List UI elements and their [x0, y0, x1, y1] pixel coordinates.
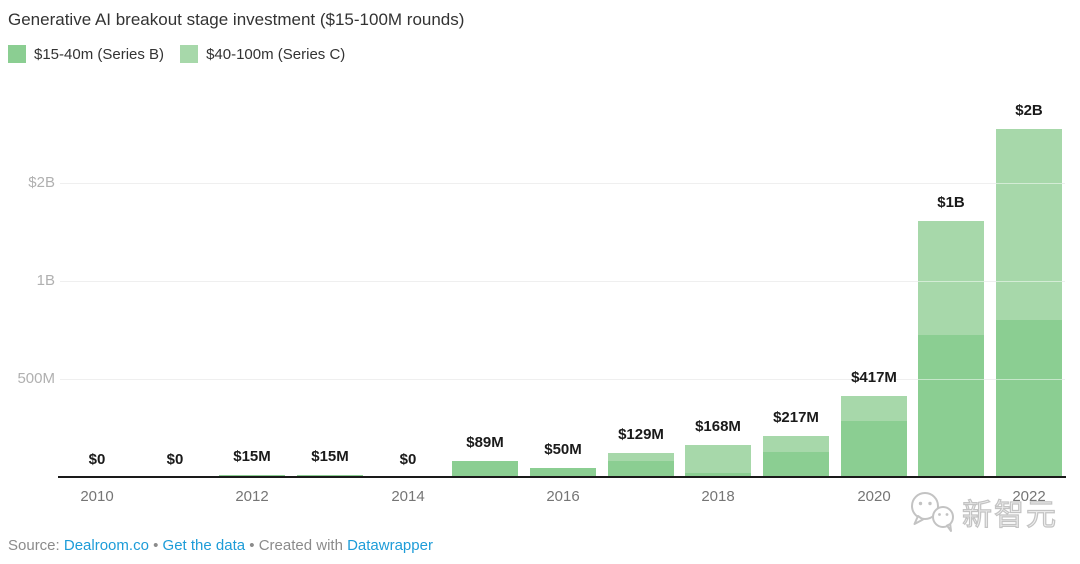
watermark-text: 新智元 — [961, 498, 1058, 532]
x-axis-label-2012: 2012 — [235, 488, 269, 505]
x-axis-label-2010: 2010 — [80, 488, 114, 505]
y-axis-label: 1B — [36, 272, 55, 289]
legend-label-series-c: $40-100m (Series C) — [206, 45, 346, 63]
bar-segment-series-c-2019[interactable] — [763, 436, 829, 452]
y-axis-label: 500M — [17, 370, 55, 387]
wechat-icon — [911, 492, 954, 532]
get-the-data-link[interactable]: Get the data — [162, 537, 246, 554]
legend-swatch-series-c-icon — [180, 45, 199, 63]
gridline-overlay — [60, 281, 1065, 282]
bar-value-label-2017: $129M — [618, 426, 664, 443]
x-axis-line — [58, 476, 1066, 478]
legend-label-series-b: $15-40m (Series B) — [34, 45, 165, 63]
y-axis-label: $2B — [28, 174, 55, 191]
x-axis-label-2018: 2018 — [701, 488, 735, 505]
watermark: 新智元 — [906, 490, 1058, 534]
bar-segment-series-b-2018[interactable] — [685, 473, 751, 478]
bar-segment-series-c-2021[interactable] — [918, 221, 984, 335]
chart-title: Generative AI breakout stage investment … — [8, 10, 465, 29]
bar-segment-series-b-2021[interactable] — [918, 335, 984, 478]
source-link[interactable]: Dealroom.co — [63, 537, 149, 554]
legend-item-series-b: $15-40m (Series B) — [8, 45, 164, 63]
bar-segment-series-b-2016[interactable] — [530, 468, 596, 478]
bar-value-label-2022: $2B — [1015, 102, 1043, 119]
bar-segment-series-c-2017[interactable] — [608, 453, 674, 461]
x-axis-label-2016: 2016 — [546, 488, 580, 505]
x-axis-label-2022: 2022 — [1012, 488, 1046, 505]
bar-value-label-2016: $50M — [544, 441, 582, 458]
x-axis-label-2014: 2014 — [391, 488, 425, 505]
bar-segment-series-c-2018[interactable] — [685, 445, 751, 473]
bar-value-label-2015: $89M — [466, 434, 504, 451]
legend-item-series-c: $40-100m (Series C) — [180, 45, 345, 63]
bar-value-label-2019: $217M — [773, 409, 819, 426]
gridline-overlay — [60, 379, 1065, 380]
legend-swatch-series-b-icon — [8, 45, 26, 63]
separator-dot: • — [153, 537, 159, 554]
gridline-overlay — [60, 183, 1065, 184]
bar-value-label-2021: $1B — [937, 194, 965, 211]
bar-value-label-2011: $0 — [166, 451, 184, 468]
bar-value-label-2018: $168M — [695, 418, 741, 435]
bar-value-label-2020: $417M — [851, 369, 897, 386]
bar-value-label-2012: $15M — [233, 448, 271, 465]
bar-segment-series-b-2020[interactable] — [841, 421, 907, 478]
bar-segment-series-b-2019[interactable] — [763, 452, 829, 478]
footer: Source: Dealroom.co • Get the data • Cre… — [8, 537, 433, 554]
bar-segment-series-c-2020[interactable] — [841, 396, 907, 421]
bar-segment-series-c-2022[interactable] — [996, 129, 1062, 320]
datawrapper-link[interactable]: Datawrapper — [347, 537, 433, 554]
separator-dot: • — [249, 537, 255, 554]
bar-segment-series-b-2017[interactable] — [608, 461, 674, 478]
legend: $15-40m (Series B) $40-100m (Series C) — [8, 45, 345, 63]
bar-value-label-2014: $0 — [399, 451, 417, 468]
x-axis-label-2020: 2020 — [857, 488, 891, 505]
bar-segment-series-b-2015[interactable] — [452, 461, 518, 478]
bar-value-label-2010: $0 — [88, 451, 106, 468]
source-prefix: Source: — [8, 537, 64, 554]
bar-value-label-2013: $15M — [311, 448, 349, 465]
created-with-prefix: Created with — [258, 537, 348, 554]
bar-segment-series-b-2022[interactable] — [996, 320, 1062, 478]
